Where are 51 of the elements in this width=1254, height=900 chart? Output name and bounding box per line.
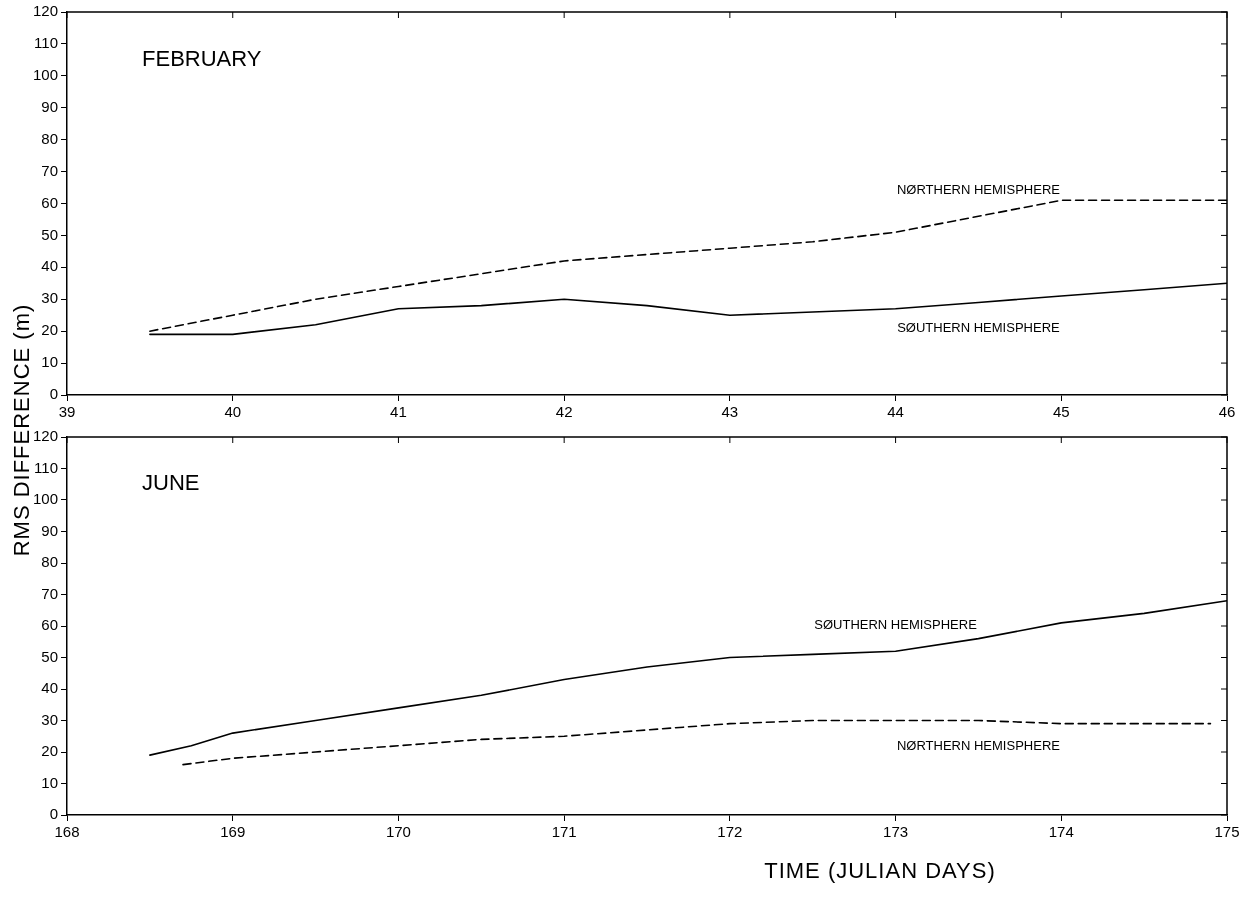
y-tick-label: 0: [49, 385, 59, 403]
y-tick-label: 60: [41, 193, 59, 211]
y-tick-label: 50: [41, 647, 59, 665]
x-tick-label: 43: [721, 403, 739, 421]
y-tick-label: 90: [41, 521, 59, 539]
y-tick-label: 120: [33, 2, 59, 20]
x-axis-title: TIME (JULIAN DAYS): [764, 858, 996, 884]
x-tick-label: 45: [1052, 403, 1070, 421]
x-tick-label: 168: [54, 823, 80, 841]
x-tick-label: 171: [551, 823, 577, 841]
y-tick-label: 110: [34, 34, 59, 52]
y-tick-label: 100: [33, 65, 59, 83]
series-label: NØRTHERN HEMISPHERE: [896, 738, 1061, 754]
y-tick-label: 120: [33, 427, 59, 445]
text: JUNE: [142, 470, 200, 496]
x-tick-label: 175: [1214, 823, 1240, 841]
y-tick-label: 40: [41, 679, 59, 697]
y-tick-label: 80: [41, 553, 59, 571]
y-axis-title: RMS DIFFERENCE (m): [9, 303, 34, 557]
y-tick-label: 60: [41, 616, 59, 634]
x-tick-label: 174: [1048, 823, 1074, 841]
text: FEBRUARY: [142, 45, 262, 71]
y-tick-label: 20: [41, 742, 59, 760]
y-tick-label: 110: [34, 458, 59, 476]
series-label: SØUTHERN HEMISPHERE: [897, 320, 1061, 336]
y-tick-label: 80: [41, 129, 59, 147]
x-tick-label: 172: [717, 823, 743, 841]
y-tick-label: 100: [33, 490, 59, 508]
x-tick-label: 169: [220, 823, 246, 841]
series-label: NØRTHERN HEMISPHERE: [896, 181, 1061, 197]
x-tick-label: 46: [1218, 403, 1236, 421]
y-tick-label: 30: [41, 710, 59, 728]
y-tick-label: 50: [41, 225, 59, 243]
x-tick-label: 42: [555, 403, 573, 421]
y-tick-label: 40: [41, 257, 59, 275]
x-tick-label: 39: [58, 403, 76, 421]
y-tick-label: 30: [41, 289, 59, 307]
y-tick-label: 10: [41, 773, 59, 791]
x-tick-label: 173: [883, 823, 909, 841]
x-tick-label: 41: [390, 403, 407, 421]
y-tick-label: 70: [41, 584, 59, 602]
x-tick-label: 44: [887, 403, 904, 421]
x-tick-label: 170: [385, 823, 411, 841]
y-tick-label: 10: [41, 353, 59, 371]
line-series: [182, 719, 1212, 766]
x-tick-label: 40: [224, 403, 242, 421]
series-label: SØUTHERN HEMISPHERE: [814, 616, 978, 632]
y-tick-label: 20: [41, 321, 59, 339]
y-tick-label: 90: [41, 97, 59, 115]
y-tick-label: 0: [49, 805, 59, 823]
y-tick-label: 70: [41, 161, 59, 179]
